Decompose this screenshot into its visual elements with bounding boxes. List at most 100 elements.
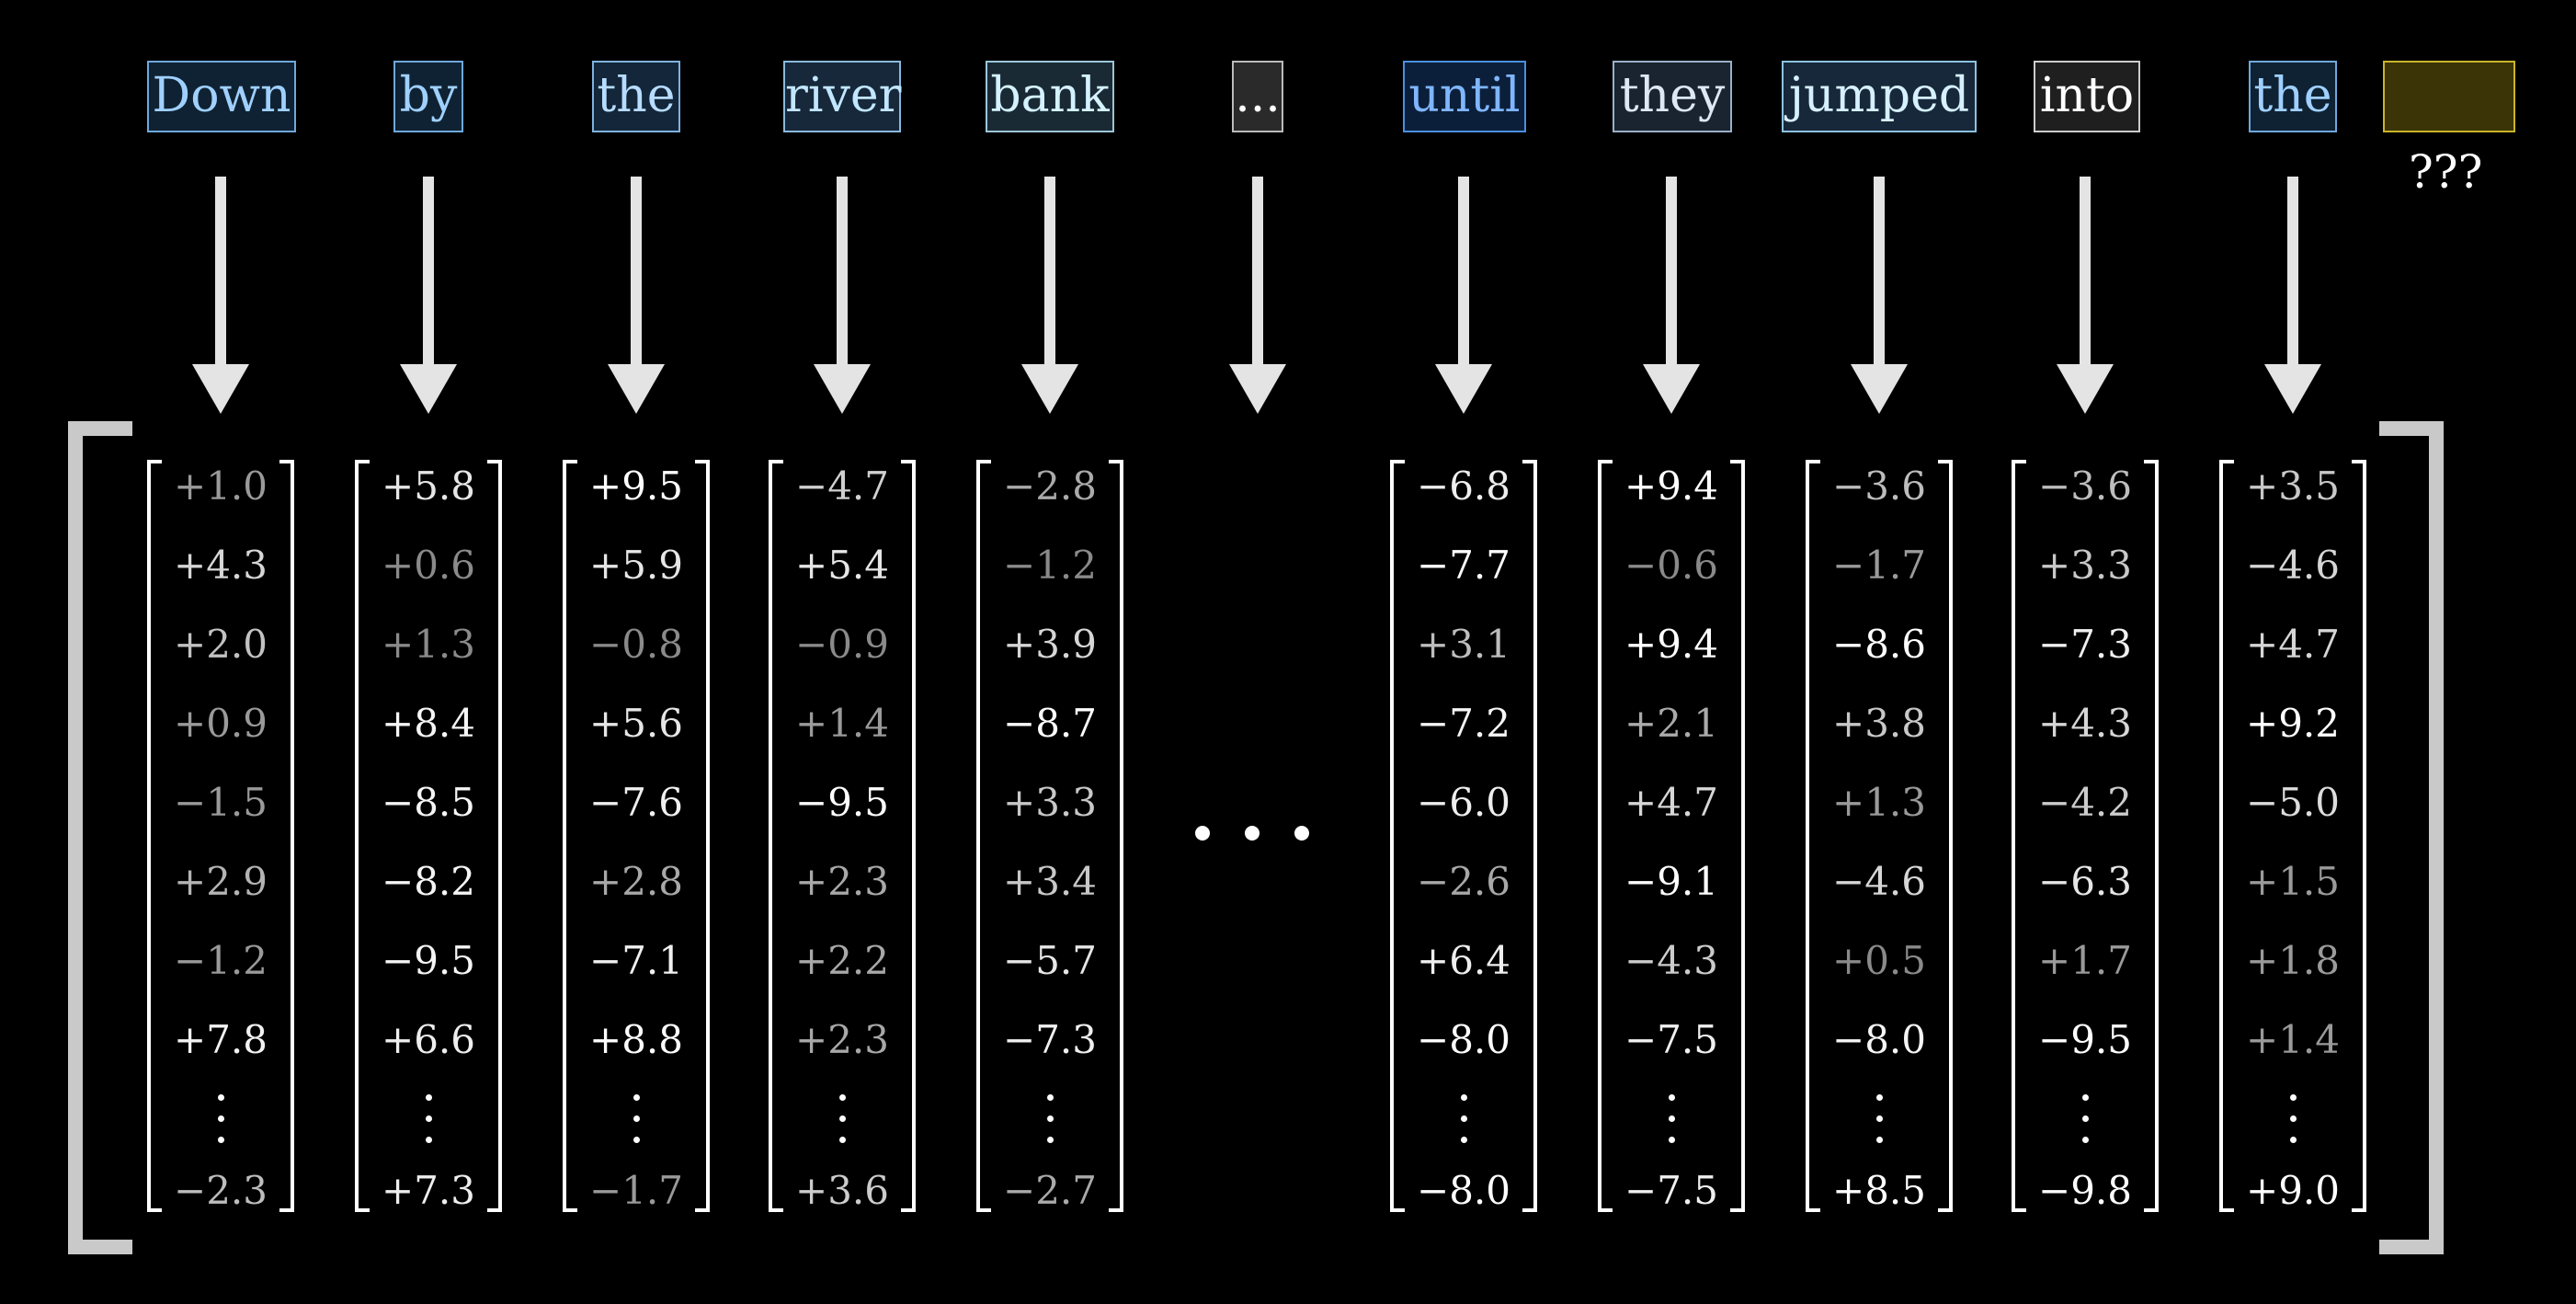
vector-value: +3.1 [1417,622,1510,667]
vector-value: −7.1 [589,938,683,983]
vector-value: +3.8 [1832,701,1926,746]
vector-value-last: +8.5 [1832,1168,1926,1213]
vector-left-bracket [147,460,162,1212]
vector-value: −5.7 [1003,938,1097,983]
vector-left-bracket [2012,460,2026,1212]
vector-left-bracket [1806,460,1820,1212]
embedding-vector: +3.5 −4.6 +4.7 +9.2 −5.0 +1.5 +1.8 +1.4 +9.0 [2219,460,2366,1216]
vector-value: +1.3 [1832,780,1926,825]
vector-value: −9.5 [2038,1017,2132,1062]
vector-value: −1.2 [174,938,268,983]
vector-value: −6.0 [1417,780,1510,825]
embedding-vector: +9.5 +5.9 −0.8 +5.6 −7.6 +2.8 −7.1 +8.8 −1.7 [563,460,710,1216]
vector-value: −9.5 [382,938,475,983]
vector-value: +9.5 [589,463,683,509]
vector-value: −4.3 [1624,938,1718,983]
vector-value: −8.0 [1832,1017,1926,1062]
vector-value-last: +7.3 [382,1168,475,1213]
horizontal-ellipsis [1190,826,1318,844]
vector-left-bracket [2219,460,2234,1212]
vector-value: +1.3 [382,622,475,667]
embedding-vector: −2.8 −1.2 +3.9 −8.7 +3.3 +3.4 −5.7 −7.3 −2.7 [976,460,1123,1216]
token-into: into [2034,61,2140,132]
vector-value: +6.4 [1417,938,1510,983]
vector-value: +4.7 [1624,780,1718,825]
vector-value-last: −8.0 [1417,1168,1510,1213]
vertical-ellipsis [213,1094,228,1158]
vector-value: +0.6 [382,543,475,588]
vector-left-bracket [355,460,370,1212]
vector-value: +3.9 [1003,622,1097,667]
vector-value: −8.7 [1003,701,1097,746]
vector-value: −2.8 [1003,463,1097,509]
down-arrow-icon [192,177,249,414]
vector-value: −3.6 [2038,463,2132,509]
vector-value-last: −1.7 [589,1168,683,1213]
vector-value: −5.0 [2246,780,2340,825]
down-arrow-icon [1435,177,1492,414]
vector-right-bracket [487,460,502,1212]
vertical-ellipsis [1043,1094,1057,1158]
vector-value: −8.6 [1832,622,1926,667]
vector-value: +2.3 [795,859,889,904]
vector-left-bracket [1390,460,1405,1212]
down-arrow-icon [400,177,457,414]
vector-left-bracket [769,460,783,1212]
vector-right-bracket [2144,460,2159,1212]
embedding-vector: −3.6 +3.3 −7.3 +4.3 −4.2 −6.3 +1.7 −9.5 −9.8 [2012,460,2159,1216]
vector-value: +1.0 [174,463,268,509]
vector-value: +9.2 [2246,701,2340,746]
vector-value: +6.6 [382,1017,475,1062]
vertical-ellipsis [421,1094,436,1158]
vector-right-bracket [1522,460,1537,1212]
vector-value-last: +3.6 [795,1168,889,1213]
vector-value: +5.4 [795,543,889,588]
vector-right-bracket [1730,460,1745,1212]
token-river: river [783,61,902,132]
vector-right-bracket [1109,460,1123,1212]
vector-value: +1.4 [2246,1017,2340,1062]
vector-value: +2.2 [795,938,889,983]
vector-value: −8.5 [382,780,475,825]
vector-value: +3.3 [2038,543,2132,588]
vector-value: −7.2 [1417,701,1510,746]
vector-value: +0.9 [174,701,268,746]
vector-value: −4.6 [1832,859,1926,904]
vector-value: +1.5 [2246,859,2340,904]
embedding-vector: +5.8 +0.6 +1.3 +8.4 −8.5 −8.2 −9.5 +6.6 +7.3 [355,460,502,1216]
vector-value-last: −7.5 [1624,1168,1718,1213]
vector-value: +2.3 [795,1017,889,1062]
embedding-vector: +1.0 +4.3 +2.0 +0.9 −1.5 +2.9 −1.2 +7.8 −2.3 [147,460,294,1216]
vector-value: +1.7 [2038,938,2132,983]
vector-value: −0.9 [795,622,889,667]
embedding-vector: −6.8 −7.7 +3.1 −7.2 −6.0 −2.6 +6.4 −8.0 −8.0 [1390,460,1537,1216]
vertical-ellipsis [1664,1094,1679,1158]
vertical-ellipsis [2078,1094,2092,1158]
vector-value: −4.7 [795,463,889,509]
down-arrow-icon [608,177,665,414]
down-arrow-icon [2264,177,2321,414]
vector-value: −7.7 [1417,543,1510,588]
vector-value: +5.6 [589,701,683,746]
vector-value: +4.7 [2246,622,2340,667]
vector-right-bracket [901,460,916,1212]
vector-value: −7.3 [2038,622,2132,667]
vector-value: −3.6 [1832,463,1926,509]
vector-value: −0.8 [589,622,683,667]
vector-value: +8.8 [589,1017,683,1062]
vector-value: +8.4 [382,701,475,746]
vector-right-bracket [279,460,294,1212]
vector-value-last: +9.0 [2246,1168,2340,1213]
vector-value: −0.6 [1624,543,1718,588]
vector-value: −7.3 [1003,1017,1097,1062]
vector-value: +0.5 [1832,938,1926,983]
embedding-vector: −4.7 +5.4 −0.9 +1.4 −9.5 +2.3 +2.2 +2.3 +3.6 [769,460,916,1216]
token-the: the [2249,61,2337,132]
vector-value: −7.5 [1624,1017,1718,1062]
vector-right-bracket [1938,460,1953,1212]
vector-value: +1.8 [2246,938,2340,983]
vertical-ellipsis [1456,1094,1471,1158]
vector-value: −4.2 [2038,780,2132,825]
token-until: until [1403,61,1526,132]
embedding-vector: +9.4 −0.6 +9.4 +2.1 +4.7 −9.1 −4.3 −7.5 −7.5 [1598,460,1745,1216]
